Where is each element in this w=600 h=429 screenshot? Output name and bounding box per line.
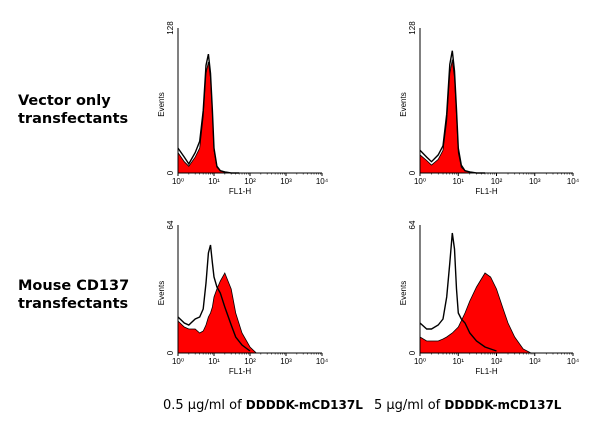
- row-label-cd137-line2: transfectants: [18, 296, 129, 312]
- y-tick-label: 0: [408, 350, 417, 355]
- caption-low-dose: 0.5 µg/ml of DDDDK-mCD137L: [163, 398, 363, 413]
- x-tick-label: 10¹: [208, 177, 220, 186]
- y-tick-label: 64: [166, 220, 175, 229]
- control-histogram-outline: [419, 232, 497, 352]
- x-tick-label: 10²: [244, 357, 256, 366]
- y-axis-title: Events: [399, 281, 408, 305]
- x-tick-label: 10³: [529, 357, 541, 366]
- filled-histogram: [419, 59, 485, 174]
- x-tick-label: 10⁴: [567, 177, 580, 186]
- row-label-vector-line1: Vector only: [18, 93, 111, 109]
- x-axis-title: FL1-H: [229, 367, 251, 376]
- histogram-vector-5: 10⁰ 10¹ 10² 10³ 10⁴ 128 0 FL1-H Events: [399, 21, 580, 196]
- x-tick-label: 10⁰: [172, 177, 184, 186]
- x-tick-label: 10²: [491, 357, 503, 366]
- filled-histogram: [419, 272, 532, 354]
- x-tick-label: 10²: [491, 177, 503, 186]
- caption-high-dose-amount: 5 µg/ml of: [374, 398, 441, 413]
- histogram-vector-0.5: 10⁰ 10¹ 10² 10³ 10⁴ 128 0 FL1-H Events: [157, 21, 329, 196]
- histogram-cd137-5: 10⁰ 10¹ 10² 10³ 10⁴ 64 0 FL1-H Events: [399, 220, 580, 376]
- row-label-vector: Vector only transfectants: [18, 92, 128, 128]
- x-tick-label: 10⁴: [316, 357, 329, 366]
- x-tick-label: 10⁰: [414, 177, 426, 186]
- x-tick-label: 10²: [244, 177, 256, 186]
- filled-histogram: [177, 61, 240, 174]
- row-label-cd137: Mouse CD137 transfectants: [18, 277, 129, 313]
- y-tick-label: 0: [408, 170, 417, 175]
- y-tick-label: 64: [408, 220, 417, 229]
- x-tick-label: 10⁰: [414, 357, 426, 366]
- x-tick-label: 10¹: [208, 357, 220, 366]
- x-tick-label: 10⁴: [567, 357, 580, 366]
- y-tick-label: 128: [408, 21, 417, 35]
- control-histogram-outline: [177, 53, 240, 174]
- caption-high-dose-reagent: DDDDK-mCD137L: [444, 398, 562, 412]
- row-label-cd137-line1: Mouse CD137: [18, 278, 130, 294]
- histogram-cd137-0.5: 10⁰ 10¹ 10² 10³ 10⁴ 64 0 FL1-H Events: [157, 220, 329, 376]
- x-tick-label: 10¹: [452, 357, 464, 366]
- x-axis-title: FL1-H: [475, 187, 497, 196]
- x-axis-title: FL1-H: [229, 187, 251, 196]
- x-tick-label: 10⁴: [316, 177, 329, 186]
- row-label-vector-line2: transfectants: [18, 111, 129, 127]
- caption-high-dose: 5 µg/ml of DDDDK-mCD137L: [374, 398, 561, 413]
- y-axis-title: Events: [157, 92, 166, 116]
- y-tick-label: 0: [166, 170, 175, 175]
- x-axis-title: FL1-H: [475, 367, 497, 376]
- caption-low-dose-reagent: DDDDK-mCD137L: [245, 398, 363, 412]
- x-tick-label: 10³: [280, 177, 292, 186]
- x-tick-label: 10¹: [452, 177, 464, 186]
- y-tick-label: 128: [166, 21, 175, 35]
- x-tick-label: 10³: [280, 357, 292, 366]
- caption-low-dose-amount: 0.5 µg/ml of: [163, 398, 242, 413]
- x-tick-label: 10³: [529, 177, 541, 186]
- filled-histogram: [177, 272, 258, 354]
- x-tick-label: 10⁰: [172, 357, 184, 366]
- y-axis-title: Events: [157, 281, 166, 305]
- control-histogram-outline: [177, 244, 251, 352]
- y-axis-title: Events: [399, 92, 408, 116]
- y-tick-label: 0: [166, 350, 175, 355]
- control-histogram-outline: [419, 50, 485, 174]
